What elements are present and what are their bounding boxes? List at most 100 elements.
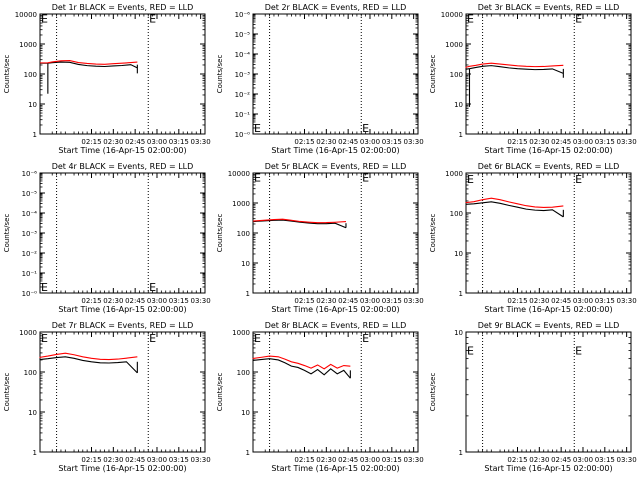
x-tick-label: 02:30	[103, 138, 123, 146]
x-tick-label: 03:15	[595, 456, 615, 464]
x-tick-label: 03:30	[191, 456, 211, 464]
x-tick-label: 03:30	[404, 138, 424, 146]
y-tick-label: 100	[450, 210, 463, 218]
y-tick-label: 10	[454, 101, 463, 109]
y-tick-label: 100	[24, 369, 37, 377]
y-tick-label: 10⁻²	[235, 91, 251, 99]
x-tick-label: 03:00	[147, 297, 167, 305]
x-tick-label: 03:00	[147, 138, 167, 146]
y-tick-label: 10	[28, 409, 37, 417]
event-marker: E	[41, 13, 48, 26]
plot-frame	[39, 172, 206, 294]
chart-panel-6: Det 6r BLACK = Events, RED = LLD 1 10 100 10…	[429, 162, 637, 314]
events-series-line	[40, 61, 138, 69]
y-tick-label: 1	[246, 290, 250, 298]
y-axis-label: Counts/sec	[429, 55, 437, 94]
x-tick-label: 02:30	[529, 297, 549, 305]
y-tick-label: 10⁻⁰	[235, 131, 251, 139]
x-tick-label: 03:30	[617, 456, 637, 464]
lld-series-line	[465, 62, 564, 68]
y-tick-label: 10⁻⁰	[22, 290, 38, 298]
event-marker: E	[254, 332, 261, 345]
y-axis-label: Counts/sec	[429, 373, 437, 412]
y-tick-label: 100	[237, 230, 250, 238]
y-tick-label: 10000	[228, 170, 250, 178]
x-axis-label: Start Time (16-Apr-15 02:00:00)	[484, 305, 612, 314]
x-tick-label: 02:15	[507, 138, 527, 146]
event-marker: E	[575, 173, 582, 186]
y-tick-label: 100	[24, 71, 37, 79]
lld-series-line	[39, 352, 138, 361]
y-axis-label: Counts/sec	[3, 373, 11, 412]
chart-title: Det 5r BLACK = Events, RED = LLD	[265, 162, 407, 171]
y-axis-label: Counts/sec	[216, 55, 224, 94]
plot-frame	[252, 172, 419, 294]
x-axis-label: Start Time (16-Apr-15 02:00:00)	[58, 146, 186, 155]
x-tick-label: 02:15	[81, 297, 101, 305]
y-tick-label: 10	[241, 409, 250, 417]
y-tick-label: 10	[241, 260, 250, 268]
event-marker: E	[467, 345, 474, 358]
event-marker: E	[467, 173, 474, 186]
x-tick-label: 02:45	[551, 456, 571, 464]
y-tick-label: 10000	[15, 11, 37, 19]
x-tick-label: 03:00	[147, 456, 167, 464]
x-tick-label: 02:15	[294, 456, 314, 464]
x-tick-label: 03:15	[169, 456, 189, 464]
x-tick-label: 02:45	[125, 456, 145, 464]
chart-title: Det 7r BLACK = Events, RED = LLD	[52, 321, 194, 330]
y-tick-label: 10	[454, 250, 463, 258]
chart-title: Det 6r BLACK = Events, RED = LLD	[478, 162, 620, 171]
x-tick-label: 02:45	[125, 297, 145, 305]
x-tick-label: 02:45	[338, 456, 358, 464]
x-tick-label: 02:15	[294, 297, 314, 305]
x-tick-label: 03:15	[382, 297, 402, 305]
y-tick-label: 10⁻³	[22, 230, 38, 238]
y-axis-label: Counts/sec	[429, 214, 437, 253]
chart-panel-3: Det 3r BLACK = Events, RED = LLD 1 10 100 10…	[429, 3, 637, 155]
chart-panel-5: Det 5r BLACK = Events, RED = LLD 1 10 100 10…	[216, 162, 424, 314]
y-tick-label: 10⁻⁶	[235, 11, 251, 19]
y-tick-label: 1000	[232, 200, 250, 208]
plot-frame	[465, 13, 632, 135]
plot-frame	[252, 331, 419, 453]
event-marker: E	[575, 345, 582, 358]
x-tick-label: 03:00	[573, 138, 593, 146]
chart-title: Det 9r BLACK = Events, RED = LLD	[478, 321, 620, 330]
x-tick-label: 02:30	[316, 297, 336, 305]
x-tick-label: 03:00	[573, 297, 593, 305]
events-series-line	[252, 358, 351, 379]
x-tick-label: 03:30	[404, 297, 424, 305]
x-tick-label: 02:45	[338, 297, 358, 305]
y-tick-label: 1000	[19, 41, 37, 49]
plot-frame	[252, 13, 419, 135]
event-marker: E	[575, 13, 582, 26]
chart-title: Det 1r BLACK = Events, RED = LLD	[52, 3, 194, 12]
y-tick-label: 10⁻⁴	[235, 51, 251, 59]
y-tick-label: 1	[33, 449, 37, 457]
x-tick-label: 02:45	[125, 138, 145, 146]
x-tick-label: 02:30	[529, 456, 549, 464]
y-tick-label: 1000	[445, 41, 463, 49]
events-series-line	[465, 65, 564, 74]
y-axis-label: Counts/sec	[3, 55, 11, 94]
y-tick-label: 1	[33, 131, 37, 139]
x-tick-label: 02:30	[316, 456, 336, 464]
y-axis-label: Counts/sec	[216, 214, 224, 253]
events-series-line	[252, 219, 347, 229]
y-axis-label: Counts/sec	[3, 214, 11, 253]
event-marker: E	[254, 122, 261, 135]
x-tick-label: 03:15	[595, 297, 615, 305]
y-tick-label: 1	[246, 449, 250, 457]
y-tick-label: 1000	[19, 329, 37, 337]
y-tick-label: 10	[454, 329, 463, 337]
y-tick-label: 10⁻⁵	[235, 31, 251, 39]
chart-title: Det 2r BLACK = Events, RED = LLD	[265, 3, 407, 12]
x-tick-label: 03:15	[382, 456, 402, 464]
event-marker: E	[467, 13, 474, 26]
x-tick-label: 03:30	[191, 297, 211, 305]
chart-panel-2: Det 2r BLACK = Events, RED = LLD 10⁻⁰ 10⁻¹…	[216, 3, 424, 155]
x-tick-label: 02:15	[507, 297, 527, 305]
chart-panel-1: Det 1r BLACK = Events, RED = LLD 1 10 100 10…	[3, 3, 211, 155]
plot-frame	[39, 331, 206, 453]
